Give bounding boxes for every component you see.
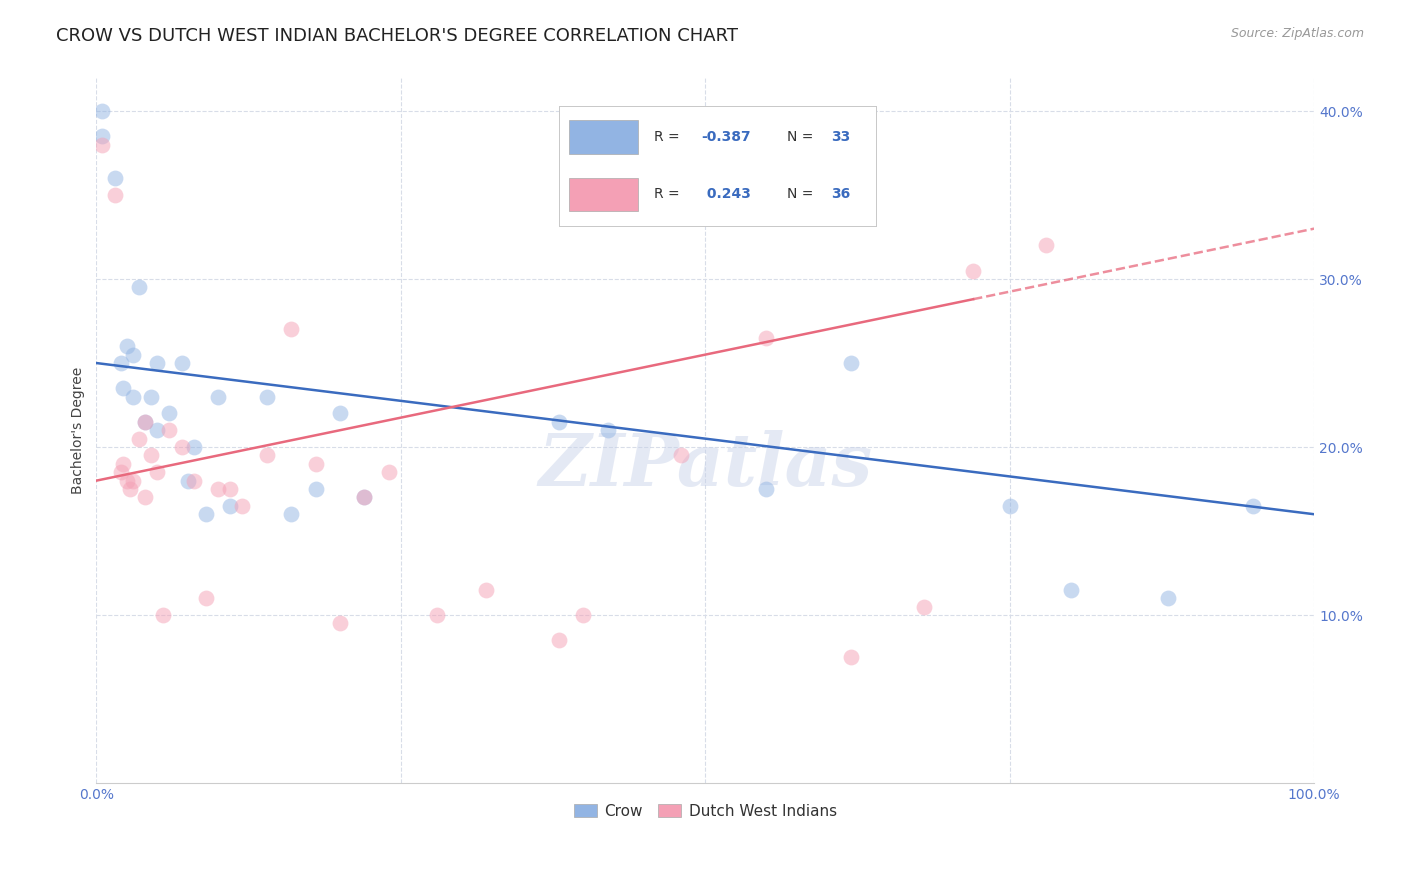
Point	[548, 415, 571, 429]
Point	[122, 474, 145, 488]
Point	[962, 263, 984, 277]
Point	[134, 415, 156, 429]
Point	[141, 449, 163, 463]
Point	[256, 390, 278, 404]
Point	[755, 482, 778, 496]
Point	[120, 482, 142, 496]
Point	[134, 491, 156, 505]
Point	[304, 457, 326, 471]
Point	[207, 482, 229, 496]
Point	[841, 650, 863, 665]
Point	[280, 508, 302, 522]
Point	[194, 591, 217, 606]
Point	[115, 339, 138, 353]
Point	[183, 440, 205, 454]
Point	[1035, 238, 1057, 252]
Point	[1059, 582, 1081, 597]
Point	[110, 356, 132, 370]
Point	[122, 348, 145, 362]
Point	[1241, 499, 1264, 513]
Point	[146, 465, 169, 479]
Point	[91, 103, 114, 118]
Point	[104, 171, 127, 186]
Point	[170, 356, 193, 370]
Point	[998, 499, 1021, 513]
Point	[157, 406, 180, 420]
Point	[128, 280, 150, 294]
Point	[170, 440, 193, 454]
Point	[1157, 591, 1180, 606]
Y-axis label: Bachelor's Degree: Bachelor's Degree	[72, 367, 86, 494]
Point	[219, 482, 242, 496]
Point	[353, 491, 375, 505]
Point	[841, 356, 863, 370]
Point	[176, 474, 198, 488]
Point	[91, 137, 114, 152]
Point	[572, 608, 595, 623]
Point	[353, 491, 375, 505]
Point	[194, 508, 217, 522]
Point	[110, 465, 132, 479]
Point	[152, 608, 174, 623]
Point	[134, 415, 156, 429]
Point	[104, 188, 127, 202]
Point	[256, 449, 278, 463]
Point	[548, 633, 571, 648]
Point	[122, 390, 145, 404]
Point	[207, 390, 229, 404]
Point	[91, 129, 114, 144]
Point	[596, 423, 619, 437]
Point	[141, 390, 163, 404]
Point	[377, 465, 399, 479]
Legend: Crow, Dutch West Indians: Crow, Dutch West Indians	[568, 797, 842, 825]
Point	[146, 423, 169, 437]
Text: ZIPatlas: ZIPatlas	[538, 430, 872, 501]
Point	[112, 381, 135, 395]
Point	[219, 499, 242, 513]
Point	[128, 432, 150, 446]
Point	[146, 356, 169, 370]
Point	[231, 499, 253, 513]
Point	[304, 482, 326, 496]
Point	[115, 474, 138, 488]
Text: CROW VS DUTCH WEST INDIAN BACHELOR'S DEGREE CORRELATION CHART: CROW VS DUTCH WEST INDIAN BACHELOR'S DEG…	[56, 27, 738, 45]
Point	[426, 608, 449, 623]
Point	[755, 331, 778, 345]
Point	[112, 457, 135, 471]
Point	[329, 406, 352, 420]
Point	[329, 616, 352, 631]
Text: Source: ZipAtlas.com: Source: ZipAtlas.com	[1230, 27, 1364, 40]
Point	[669, 449, 692, 463]
Point	[280, 322, 302, 336]
Point	[914, 599, 936, 614]
Point	[475, 582, 498, 597]
Point	[183, 474, 205, 488]
Point	[157, 423, 180, 437]
